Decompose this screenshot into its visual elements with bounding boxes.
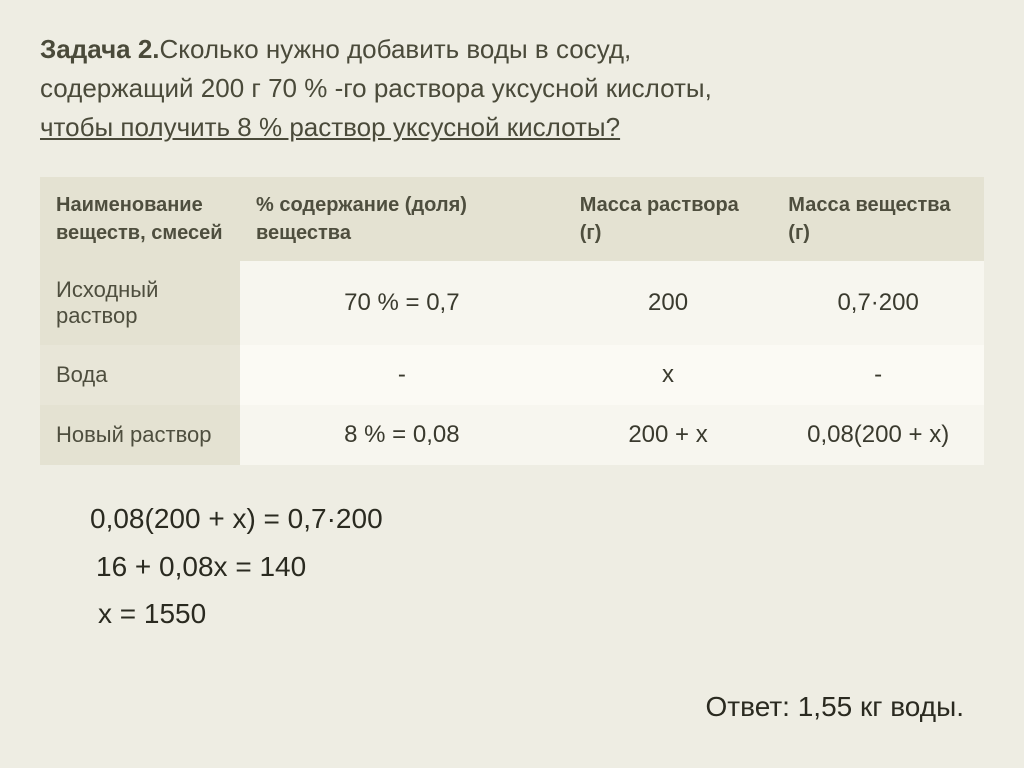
row2-percent: - bbox=[240, 345, 564, 405]
problem-label: Задача 2. bbox=[40, 34, 160, 64]
table-row: Вода - х - bbox=[40, 345, 984, 405]
row-label-1: Исходный раствор bbox=[40, 261, 240, 345]
problem-text-3: чтобы получить 8 % раствор уксусной кисл… bbox=[40, 112, 620, 142]
table-row: Исходный раствор 70 % = 0,7 200 0,7·200 bbox=[40, 261, 984, 345]
problem-text-1: Сколько нужно добавить воды в сосуд, bbox=[160, 34, 632, 64]
header-col4: Масса вещества (г) bbox=[772, 177, 984, 261]
problem-text-2: содержащий 200 г 70 % -го раствора уксус… bbox=[40, 73, 712, 103]
equations-block: 0,08(200 + х) = 0,7·200 16 + 0,08х = 140… bbox=[90, 495, 984, 638]
equation-line-3: х = 1550 bbox=[98, 590, 984, 638]
row-label-2: Вода bbox=[40, 345, 240, 405]
equation-line-1: 0,08(200 + х) = 0,7·200 bbox=[90, 495, 984, 543]
table-header-row: Наименование веществ, смесей % содержани… bbox=[40, 177, 984, 261]
row3-mass-solution: 200 + х bbox=[564, 405, 773, 465]
header-col2: % содержание (доля) вещества bbox=[240, 177, 564, 261]
solution-table: Наименование веществ, смесей % содержани… bbox=[40, 177, 984, 465]
row2-mass-substance: - bbox=[772, 345, 984, 405]
row1-mass-solution: 200 bbox=[564, 261, 773, 345]
answer-text: Ответ: 1,55 кг воды. bbox=[706, 691, 964, 723]
equation-line-2: 16 + 0,08х = 140 bbox=[96, 543, 984, 591]
row1-percent: 70 % = 0,7 bbox=[240, 261, 564, 345]
row2-mass-solution: х bbox=[564, 345, 773, 405]
problem-statement: Задача 2.Сколько нужно добавить воды в с… bbox=[40, 30, 984, 147]
row3-mass-substance: 0,08(200 + х) bbox=[772, 405, 984, 465]
table-row: Новый раствор 8 % = 0,08 200 + х 0,08(20… bbox=[40, 405, 984, 465]
row3-percent: 8 % = 0,08 bbox=[240, 405, 564, 465]
row1-mass-substance: 0,7·200 bbox=[772, 261, 984, 345]
header-col3: Масса раствора (г) bbox=[564, 177, 773, 261]
row-label-3: Новый раствор bbox=[40, 405, 240, 465]
header-col1: Наименование веществ, смесей bbox=[40, 177, 240, 261]
